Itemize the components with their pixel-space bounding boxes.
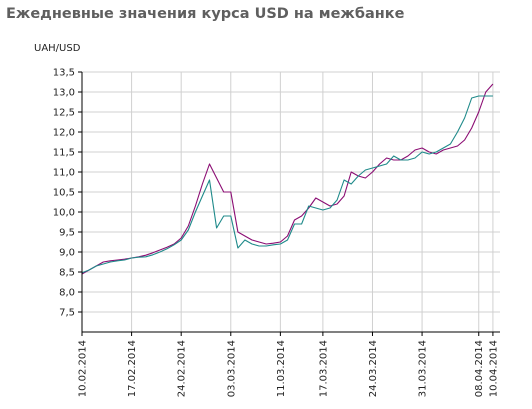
y-tick-label: 8,0: [59, 288, 75, 299]
y-tick-label: 12,5: [53, 108, 75, 119]
y-axis-label: UAH/USD: [34, 43, 81, 54]
tick-labels: 7,5 8,0 8,5 9,0 9,5 10,0 10,5 11,0 11,5 12,0 12,5 1…: [53, 68, 500, 398]
x-tick-label: 24.02.2014: [177, 340, 188, 397]
series-line-1: [81, 83, 494, 275]
x-tick-label: 17.03.2014: [318, 340, 329, 397]
x-tick-label: 17.02.2014: [127, 340, 138, 397]
axes: [78, 71, 500, 336]
y-tick-label: 10,5: [53, 188, 75, 199]
y-tick-label: 8,5: [59, 268, 75, 279]
chart-title: Ежедневные значения курса USD на межбанк…: [6, 6, 405, 22]
y-tick-label: 7,5: [59, 308, 75, 319]
x-tick-label: 10.02.2014: [78, 340, 89, 397]
y-tick-label: 11,5: [53, 148, 75, 159]
y-tick-label: 11,0: [53, 168, 75, 179]
y-tick-label: 13,0: [53, 88, 75, 99]
x-tick-label: 08.04.2014: [474, 340, 485, 397]
y-tick-label: 9,5: [59, 228, 75, 239]
y-tick-label: 13,5: [53, 68, 75, 79]
y-tick-label: 12,0: [53, 128, 75, 139]
x-tick-label: 31.03.2014: [418, 340, 429, 397]
y-tick-label: 10,0: [53, 208, 75, 219]
x-tick-label: 10.04.2014: [488, 340, 499, 397]
series-layer: [81, 83, 494, 275]
series-line-2: [81, 95, 493, 274]
x-tick-label: 24.03.2014: [368, 340, 379, 397]
grid-lines: [81, 71, 500, 332]
x-tick-label: 11.03.2014: [276, 340, 287, 397]
y-tick-label: 9,0: [59, 248, 75, 259]
x-tick-label: 03.03.2014: [226, 340, 237, 397]
